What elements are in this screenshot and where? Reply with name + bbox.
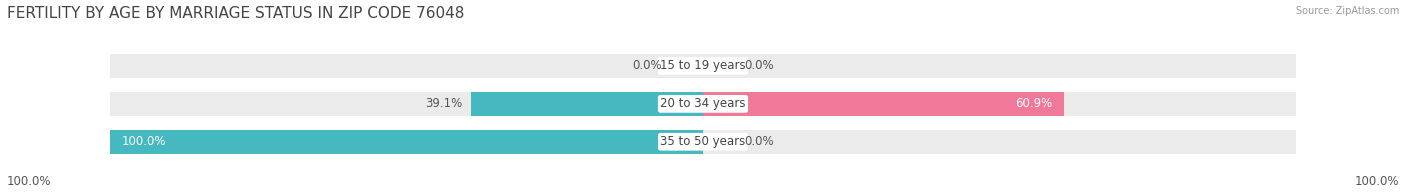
Bar (703, 92, 1296, 116)
Bar (110, 92, 703, 116)
Bar (110, 130, 703, 153)
Text: 100.0%: 100.0% (122, 135, 167, 148)
Text: Source: ZipAtlas.com: Source: ZipAtlas.com (1295, 6, 1399, 16)
Text: 60.9%: 60.9% (1015, 97, 1052, 110)
Bar (703, 92, 1064, 116)
Bar (703, 130, 1296, 153)
Text: 0.0%: 0.0% (631, 60, 661, 73)
Bar (471, 92, 703, 116)
Bar (110, 54, 703, 78)
Text: 39.1%: 39.1% (425, 97, 463, 110)
Text: 20 to 34 years: 20 to 34 years (661, 97, 745, 110)
Text: 100.0%: 100.0% (1354, 175, 1399, 188)
Text: 0.0%: 0.0% (745, 60, 775, 73)
Text: FERTILITY BY AGE BY MARRIAGE STATUS IN ZIP CODE 76048: FERTILITY BY AGE BY MARRIAGE STATUS IN Z… (7, 6, 464, 21)
Text: 35 to 50 years: 35 to 50 years (661, 135, 745, 148)
Bar (110, 130, 703, 153)
Text: 0.0%: 0.0% (745, 135, 775, 148)
Text: 100.0%: 100.0% (7, 175, 52, 188)
Bar (703, 54, 1296, 78)
Text: 15 to 19 years: 15 to 19 years (661, 60, 745, 73)
